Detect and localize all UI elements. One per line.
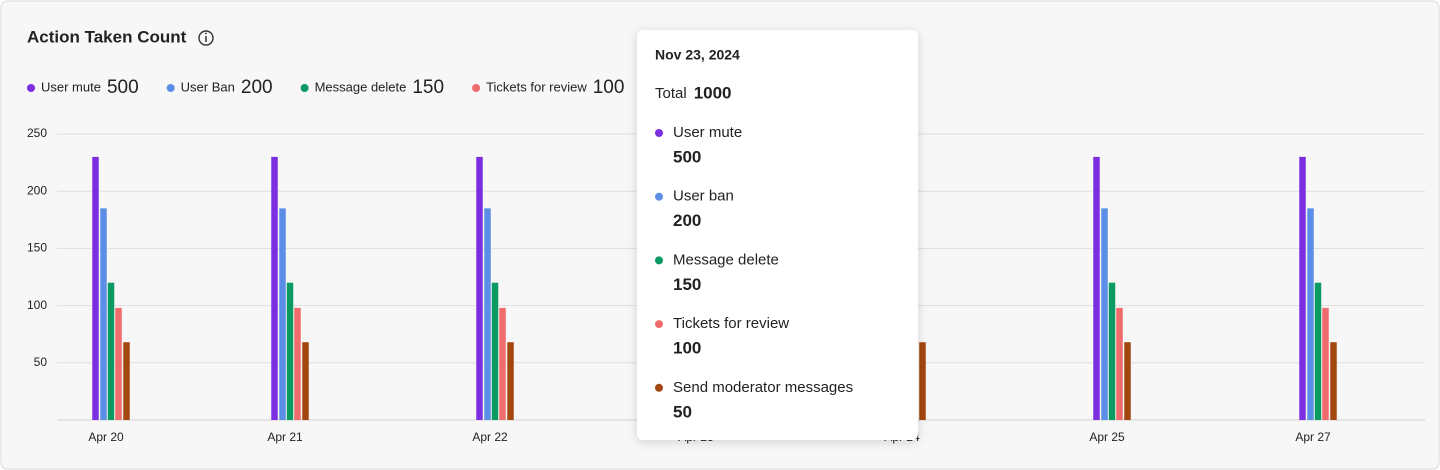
tooltip-item-value: 100: [673, 339, 701, 358]
tooltip-total: 1000: [694, 83, 732, 102]
y-tick-label: 50: [34, 355, 48, 369]
legend-label: Message delete: [315, 79, 407, 94]
bar: [279, 208, 286, 420]
bar: [1116, 307, 1123, 420]
tooltip-box: [637, 30, 918, 440]
legend-label: User Ban: [181, 79, 235, 94]
bar: [123, 342, 130, 420]
legend-label: User mute: [41, 79, 101, 94]
legend-value: 500: [107, 77, 139, 98]
bar: [1330, 342, 1337, 420]
bar: [1124, 342, 1131, 420]
y-tick-label: 150: [27, 241, 47, 255]
x-tick-label: Apr 25: [1089, 430, 1125, 444]
tooltip-item-value: 150: [673, 275, 701, 294]
tooltip-item-value: 50: [673, 402, 692, 421]
legend-value: 200: [241, 77, 273, 98]
legend-marker: [300, 84, 309, 92]
bar: [100, 208, 107, 420]
tooltip-item-label: User ban: [673, 188, 734, 205]
y-tick-label: 250: [27, 126, 47, 140]
legend-value: 150: [412, 77, 444, 98]
bar: [107, 282, 115, 420]
bar: [1093, 156, 1100, 420]
tooltip-item-value: 500: [673, 147, 701, 166]
chart-title: Action Taken Count: [27, 27, 187, 46]
tooltip-item-label: Tickets for review: [673, 315, 789, 332]
bar: [1101, 208, 1108, 420]
bar: [507, 342, 514, 420]
bar: [294, 307, 301, 420]
legend-label: Tickets for review: [486, 79, 587, 94]
bar: [1314, 282, 1322, 420]
x-tick-label: Apr 21: [267, 430, 303, 444]
tooltip-item-label: Message delete: [673, 251, 779, 268]
bar: [484, 208, 491, 420]
bar: [499, 307, 506, 420]
x-tick-label: Apr 20: [88, 430, 124, 444]
legend-value: 100: [593, 77, 625, 98]
bar: [476, 156, 483, 420]
x-tick-label: Apr 22: [472, 430, 508, 444]
tooltip-marker: [655, 383, 663, 392]
bar: [1108, 282, 1116, 420]
legend-marker: [166, 84, 175, 92]
tooltip-item-label: User mute: [673, 124, 742, 141]
tooltip-marker: [655, 320, 663, 329]
legend-marker: [27, 84, 35, 92]
bar: [1307, 208, 1314, 420]
tooltip-item-value: 200: [673, 211, 701, 230]
y-tick-label: 100: [27, 298, 47, 312]
x-tick-label: Apr 27: [1295, 430, 1331, 444]
tooltip-marker: [655, 256, 663, 265]
tooltip-marker: [655, 192, 663, 201]
tooltip-total-label: Total: [655, 85, 687, 102]
tooltip-marker: [655, 129, 663, 137]
legend-marker: [472, 84, 481, 92]
info-icon[interactable]: [198, 30, 214, 46]
bar: [286, 282, 294, 420]
tooltip: Nov 23, 2024 Total 1000 User mute 500 User ba…: [637, 30, 918, 440]
bar: [919, 342, 926, 420]
bar: [302, 342, 309, 420]
bar: [271, 156, 278, 420]
y-tick-label: 200: [27, 183, 47, 197]
bar: [491, 282, 499, 420]
bar: [92, 156, 99, 420]
tooltip-date: Nov 23, 2024: [655, 47, 740, 63]
tooltip-item-label: Send moderator messages: [673, 379, 853, 396]
bar: [115, 307, 122, 420]
bar: [1299, 156, 1306, 420]
bar: [1322, 307, 1329, 420]
